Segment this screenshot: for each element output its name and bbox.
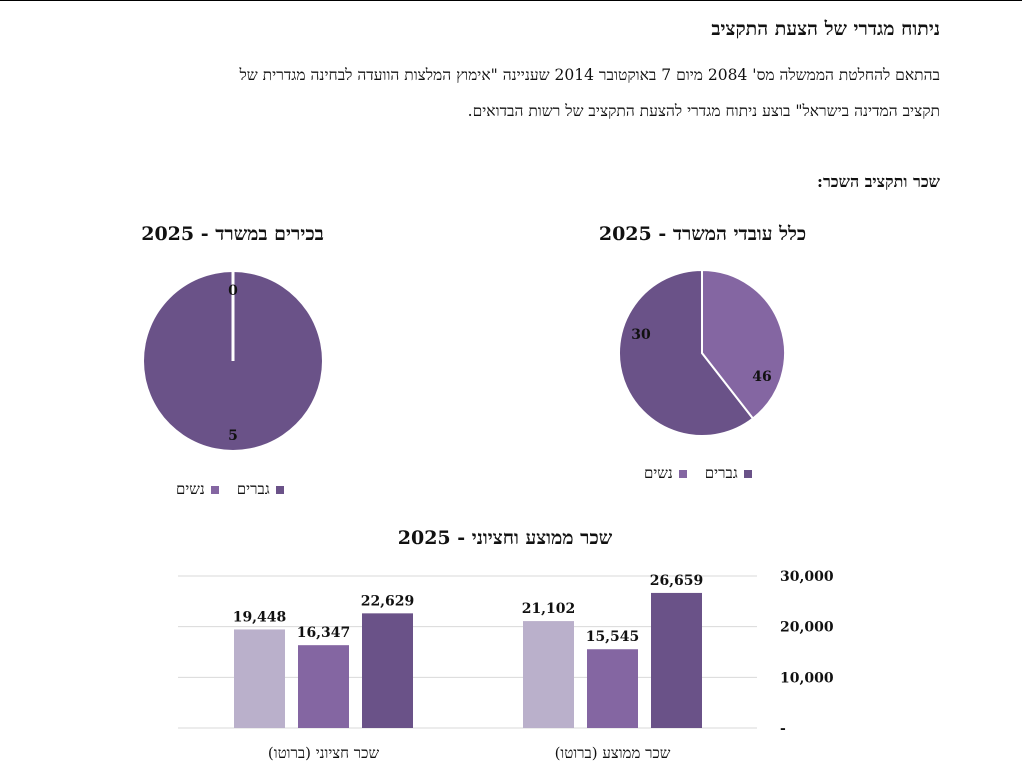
bar-y-tick-label-0: - (780, 721, 786, 737)
page-title: ניתוח מגדרי של הצעת התקציב (711, 18, 940, 40)
bar-category-label-1: שכר חציוני (ברוטו) (268, 744, 380, 762)
bar-y-tick-label-2: 20,000 (780, 620, 834, 636)
pie-senior-title: בכירים במשרד - 2025 (141, 223, 324, 245)
bar-c1-s0 (234, 629, 285, 728)
bar-data-label-c0-s0: 21,102 (522, 601, 576, 617)
pie-all-employees-legend: גברים נשים (644, 464, 752, 483)
bar-data-label-c0-s1: 15,545 (586, 629, 640, 645)
pie-all-employees-title: כלל עובדי המשרד - 2025 (598, 223, 807, 245)
intro-paragraph-line-2: תקציב המדינה בישראל" בוצע ניתוח מגדרי לה… (467, 102, 940, 120)
intro-paragraph-line-1: בהתאם להחלטת הממשלה מס' 2084 מיום 7 באוק… (239, 66, 940, 84)
legend-item-men: גברים (705, 464, 752, 483)
pie0-data-label-0: 5 (228, 428, 238, 444)
legend-item-men: גברים (237, 480, 284, 499)
legend-label-men: גברים (236, 480, 270, 498)
bar-data-label-c1-s1: 16,347 (297, 625, 351, 641)
legend-swatch-men (275, 486, 284, 494)
legend-item-women: נשים (644, 464, 687, 483)
bar-category-label-0: שכר ממוצע (ברוטו) (555, 744, 671, 762)
pie-senior-legend: גברים נשים (176, 480, 284, 499)
pie0-data-label-1: 0 (228, 283, 238, 299)
bar-c0-s0 (523, 621, 574, 728)
legend-swatch-women (210, 486, 219, 494)
legend-item-women: נשים (176, 480, 219, 499)
pie1-data-label-0: 46 (752, 369, 771, 385)
section-title: שכר ותקציב השכר: (817, 172, 940, 191)
page-top-border (0, 0, 1022, 1)
bar-data-label-c0-s2: 26,659 (650, 573, 704, 589)
bar-c0-s2 (651, 592, 702, 728)
bar-y-tick-label-3: 30,000 (780, 569, 834, 585)
legend-label-women: נשים (644, 464, 673, 482)
bar-c1-s1 (298, 645, 349, 728)
pie1-slice-1 (701, 268, 786, 420)
bar-y-tick-label-1: 10,000 (780, 670, 834, 686)
legend-label-women: נשים (176, 480, 205, 498)
pie1-slice-0 (618, 268, 755, 437)
bar-c0-s1 (587, 649, 638, 728)
legend-swatch-men (743, 470, 752, 478)
bar-data-label-c1-s2: 22,629 (361, 593, 415, 609)
bar-data-label-c1-s0: 19,448 (233, 609, 287, 625)
bar-chart-title: שכר ממוצע וחציוני - 2025 (397, 527, 613, 549)
pie1-data-label-1: 30 (631, 327, 651, 343)
legend-label-men: גברים (704, 464, 738, 482)
bar-c1-s2 (362, 613, 413, 728)
legend-swatch-women (678, 470, 687, 478)
